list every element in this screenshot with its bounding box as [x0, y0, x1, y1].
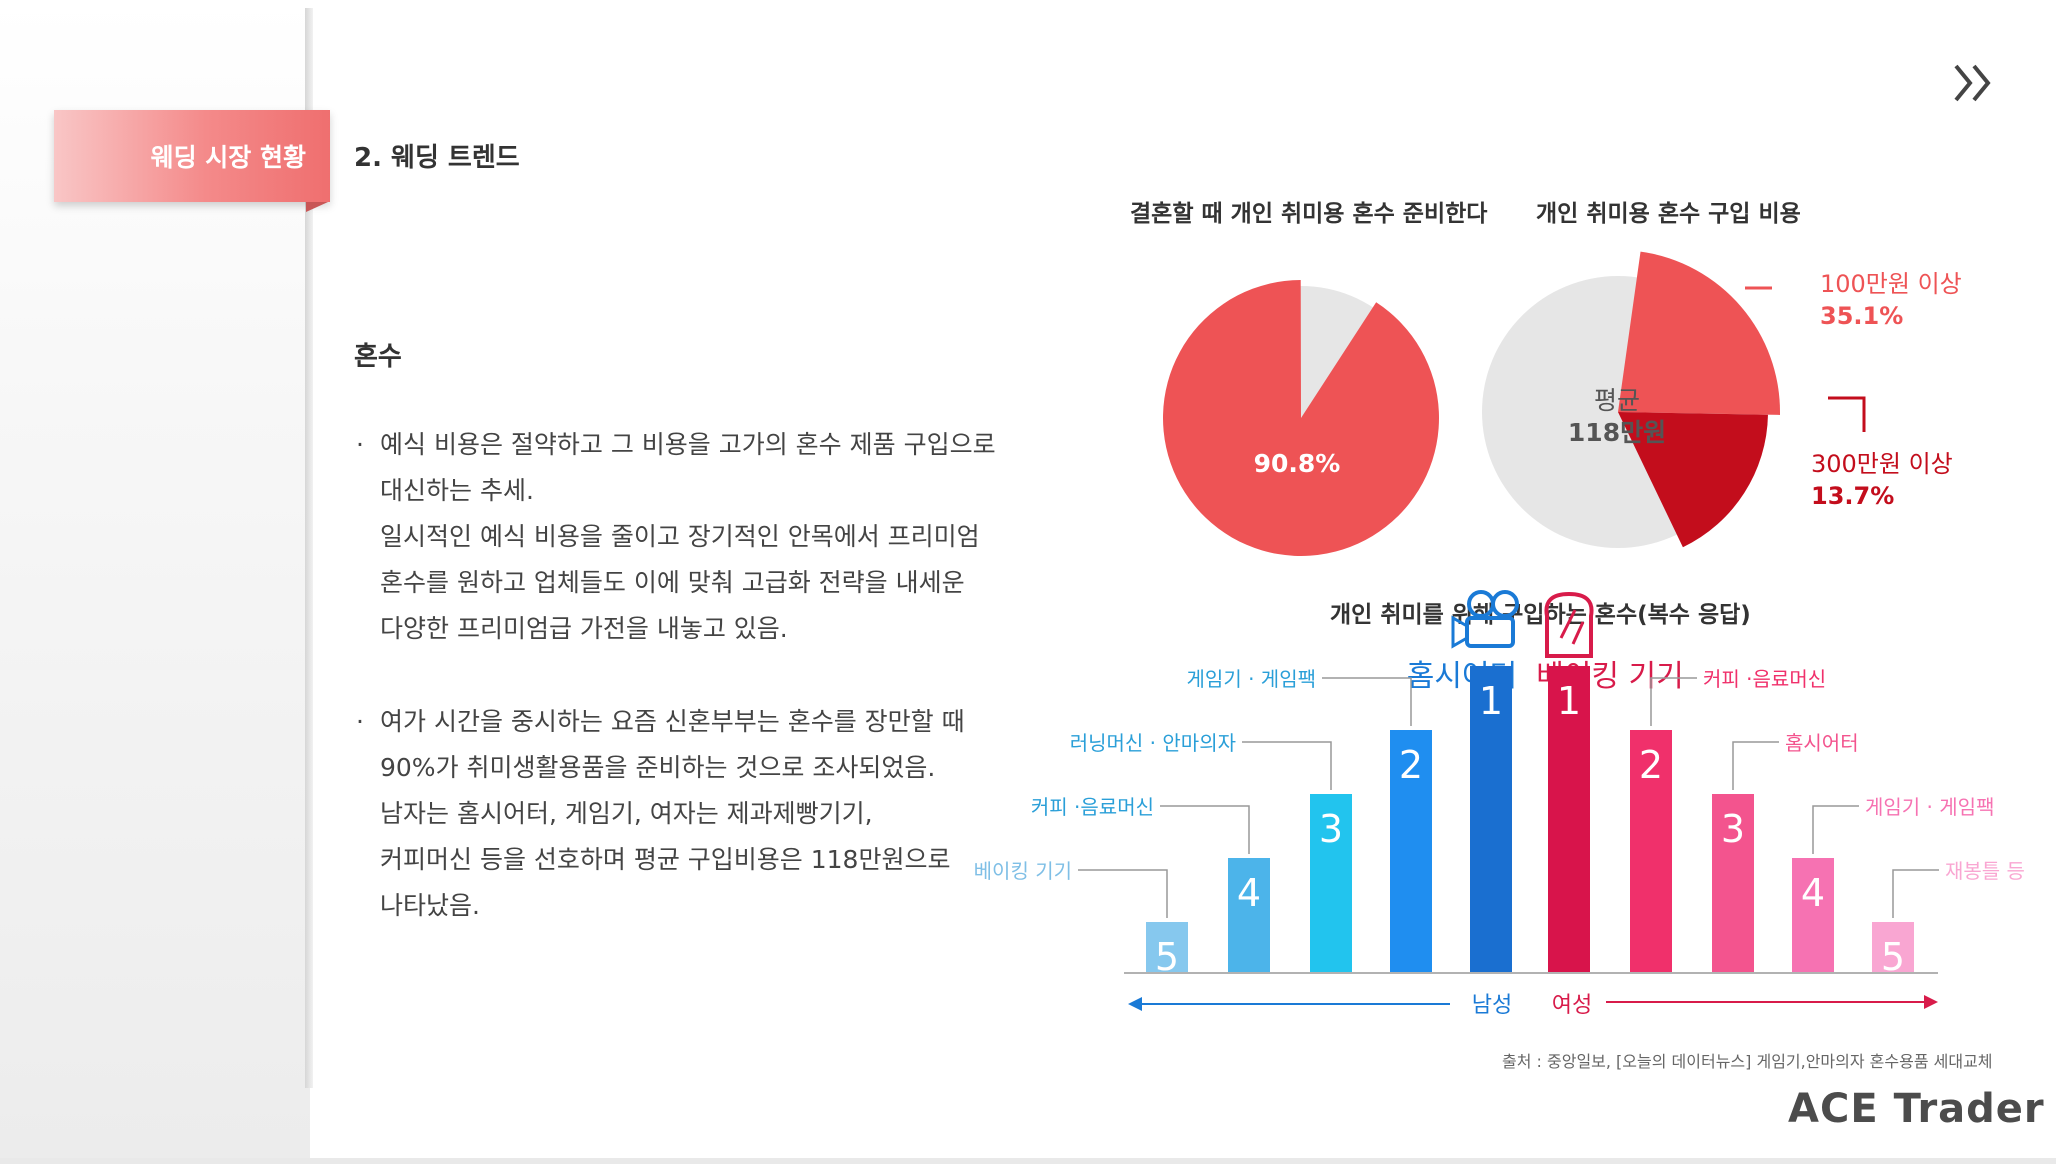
- bar-item-label: 홈시어터: [1785, 731, 1859, 755]
- bullet2-line: 90%가 취미생활용품을 준비하는 것으로 조사되었음.: [380, 753, 936, 782]
- bar-rank-label: 4: [1801, 871, 1825, 915]
- double-chevron-right-icon[interactable]: [1950, 58, 2000, 120]
- pie2-label-300: 300만원 이상: [1811, 450, 1953, 478]
- bar-leader: [1732, 741, 1779, 790]
- female-axis-label: 여성: [1552, 993, 1592, 1018]
- pie2-slice-300: [1618, 412, 1768, 548]
- bar-leader: [1322, 677, 1412, 726]
- camera-icon-reel: [1491, 590, 1519, 618]
- bullet2-line: 나타났음.: [380, 891, 480, 920]
- bar-leader: [1892, 869, 1939, 918]
- bar-item-label: 러닝머신 · 안마의자: [1070, 731, 1236, 755]
- section-tab[interactable]: 웨딩 시장 현황: [54, 110, 330, 202]
- bar-item-label: 베이킹 기기: [974, 859, 1072, 883]
- bullet-dot: ·: [356, 707, 364, 736]
- bullet-paragraph-1: · 예식 비용은 절약하고 그 비용을 고가의 혼수 제품 구입으로 대신하는 …: [356, 422, 996, 652]
- pie2-slice-100: [1618, 251, 1780, 415]
- bottom-band: [0, 1158, 2056, 1164]
- bar-rank-label: 5: [1155, 935, 1179, 979]
- bullet-paragraph-2: · 여가 시간을 중시하는 요즘 신혼부부는 혼수를 장만할 때 90%가 취미…: [356, 699, 996, 929]
- bar: [1228, 858, 1270, 972]
- bar-chart-title: 개인 취미를 위해 구입하는 혼수(복수 응답): [1330, 602, 1751, 628]
- bar-leader: [1242, 741, 1332, 790]
- bar-item-label: 커피 ·음료머신: [1703, 667, 1826, 691]
- bullet1-line: 대신하는 추세.: [380, 476, 534, 505]
- bullet2-line: 남자는 홈시어터, 게임기, 여자는 제과제빵기기,: [380, 799, 873, 828]
- bullet1-line: 일시적인 예식 비용을 줄이고 장기적인 안목에서 프리미엄: [380, 522, 980, 551]
- bar: [1390, 730, 1432, 972]
- bar: [1310, 794, 1352, 972]
- camera-icon: [1467, 590, 1495, 618]
- section-tab-label: 웨딩 시장 현황: [150, 143, 306, 172]
- female-arrowhead: [1924, 995, 1938, 1009]
- male-arrowhead: [1128, 997, 1142, 1011]
- bar: [1712, 794, 1754, 972]
- pie2-label-100: 100만원 이상: [1820, 270, 1962, 298]
- bar-item-label: 게임기 · 게임팩: [1865, 795, 1994, 819]
- section-title: 2. 웨딩 트렌드: [354, 143, 520, 173]
- bullet-dot: ·: [356, 430, 364, 459]
- pie1-value-label: 90.8%: [1254, 449, 1341, 478]
- bar: [1872, 922, 1914, 972]
- bar: [1470, 666, 1512, 972]
- bullet1-line: 예식 비용은 절약하고 그 비용을 고가의 혼수 제품 구입으로: [380, 430, 996, 459]
- bar-rank-label: 5: [1881, 935, 1905, 979]
- bullet2-line: 커피머신 등을 선호하며 평균 구입비용은 118만원으로: [380, 845, 951, 874]
- next-icon-svg: [1954, 64, 1991, 102]
- vertical-divider: [305, 8, 313, 1088]
- male-axis-label: 남성: [1472, 993, 1512, 1018]
- bar: [1792, 858, 1834, 972]
- bar-leader: [1812, 805, 1859, 854]
- camera-icon-lens: [1451, 615, 1469, 649]
- bar-rank-label: 1: [1479, 679, 1503, 723]
- pie2-title: 개인 취미용 혼수 구입 비용: [1536, 201, 1801, 227]
- bar-rank-label: 2: [1639, 743, 1663, 787]
- bullet1-line: 혼수를 원하고 업체들도 이에 맞춰 고급화 전략을 내세운: [380, 568, 965, 597]
- bar-item-label: 게임기 · 게임팩: [1187, 667, 1316, 691]
- pie2-leader-300: [1828, 396, 1866, 432]
- subheading: 혼수: [354, 342, 402, 372]
- bullet2-line: 여가 시간을 중시하는 요즘 신혼부부는 혼수를 장만할 때: [380, 707, 965, 736]
- bar-item-label: 재봉틀 등: [1945, 859, 2025, 883]
- bar-rank-label: 4: [1237, 871, 1261, 915]
- pie1-slice-main: [1162, 280, 1439, 556]
- bar: [1146, 922, 1188, 972]
- bar-rank-label: 3: [1721, 807, 1745, 851]
- pie1-title: 결혼할 때 개인 취미용 혼수 준비한다: [1130, 201, 1488, 227]
- tab-fold: [306, 202, 328, 212]
- brand-logo: ACE Trader: [1788, 1086, 2045, 1132]
- source-note: 출처 : 중앙일보, [오늘의 데이터뉴스] 게임기,안마의자 혼수용품 세대교…: [1502, 1052, 1993, 1071]
- bullet1-line: 다양한 프리미엄급 가전을 내놓고 있음.: [380, 614, 788, 643]
- camera-icon-body: [1465, 616, 1515, 648]
- bar-item-label: 커피 ·음료머신: [1031, 795, 1154, 819]
- bar-leader: [1078, 869, 1168, 918]
- bar: [1630, 730, 1672, 972]
- bar-rank-label: 1: [1557, 679, 1581, 723]
- pie2-center-line2: 118만원: [1568, 418, 1666, 447]
- bar: [1548, 666, 1590, 972]
- pie2-value-300: 13.7%: [1811, 482, 1894, 510]
- bar-rank-label: 3: [1319, 807, 1343, 851]
- pie2-center-line1: 평균: [1594, 386, 1640, 415]
- bar-rank-label: 2: [1399, 743, 1423, 787]
- bar-leader: [1650, 677, 1697, 726]
- pie2-value-100: 35.1%: [1820, 302, 1903, 330]
- bread-icon-slash: [1571, 621, 1585, 645]
- bread-icon: [1544, 591, 1594, 658]
- bread-icon-slash: [1559, 609, 1577, 639]
- bar-leader: [1160, 805, 1250, 854]
